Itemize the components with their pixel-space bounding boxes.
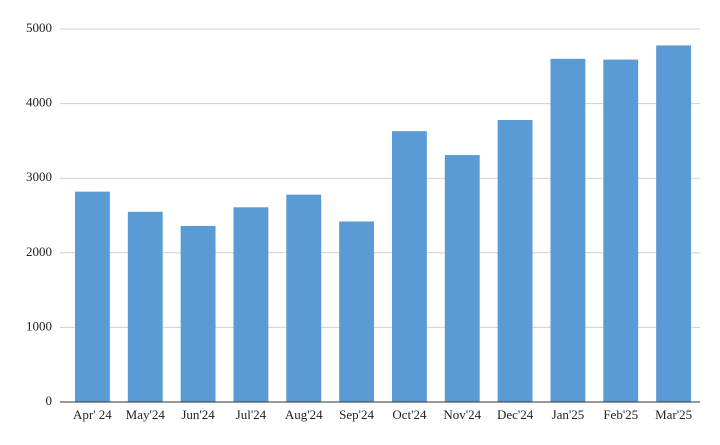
x-tick-label: Jul'24 (236, 407, 267, 422)
y-tick-label: 4000 (26, 95, 52, 110)
x-tick-label: Nov'24 (443, 407, 481, 422)
x-tick-label: Jan'25 (552, 407, 585, 422)
y-tick-label: 0 (46, 393, 53, 408)
bar (550, 58, 586, 403)
x-tick-label: Oct'24 (392, 407, 427, 422)
bar (339, 221, 375, 402)
bar (656, 45, 692, 403)
bar (74, 191, 110, 402)
bar (497, 120, 533, 403)
bar (603, 59, 639, 402)
x-tick-label: Feb'25 (603, 407, 638, 422)
y-tick-label: 1000 (26, 318, 52, 333)
bar (391, 131, 427, 402)
x-tick-label: Dec'24 (497, 407, 534, 422)
bar (286, 194, 322, 402)
bar (233, 207, 269, 402)
x-tick-label: Sep'24 (339, 407, 374, 422)
x-tick-label: Apr' 24 (73, 407, 112, 422)
x-tick-label: Mar'25 (655, 407, 692, 422)
y-tick-label: 3000 (26, 169, 52, 184)
y-tick-label: 5000 (26, 20, 52, 35)
bar (127, 211, 163, 402)
y-tick-label: 2000 (26, 244, 52, 259)
bar (444, 155, 480, 402)
x-tick-label: May'24 (126, 407, 166, 422)
x-tick-label: Aug'24 (285, 407, 323, 422)
bar (180, 225, 216, 402)
x-tick-label: Jun'24 (181, 407, 215, 422)
